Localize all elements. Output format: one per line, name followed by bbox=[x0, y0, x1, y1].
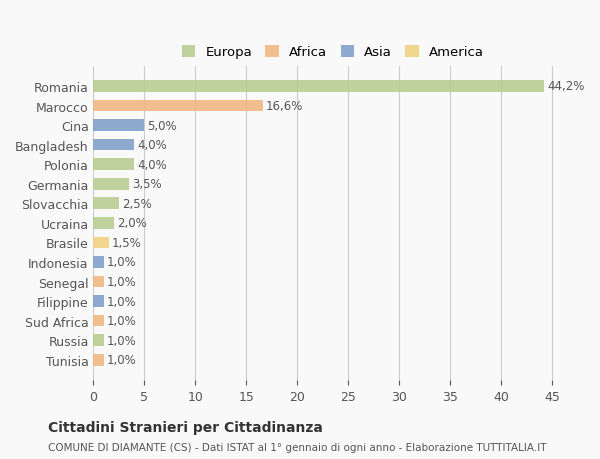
Text: 2,0%: 2,0% bbox=[117, 217, 146, 230]
Bar bbox=[94, 237, 109, 249]
Bar bbox=[94, 120, 145, 132]
Text: 4,0%: 4,0% bbox=[137, 158, 167, 171]
Bar bbox=[94, 198, 119, 210]
Bar bbox=[94, 276, 104, 288]
Bar bbox=[94, 218, 114, 229]
Text: 16,6%: 16,6% bbox=[266, 100, 303, 113]
Text: 1,0%: 1,0% bbox=[107, 314, 136, 327]
Text: 1,0%: 1,0% bbox=[107, 275, 136, 288]
Bar bbox=[94, 179, 129, 190]
Text: 3,5%: 3,5% bbox=[132, 178, 162, 191]
Text: 1,0%: 1,0% bbox=[107, 334, 136, 347]
Text: 5,0%: 5,0% bbox=[148, 119, 177, 132]
Text: 1,0%: 1,0% bbox=[107, 353, 136, 366]
Bar bbox=[94, 81, 544, 93]
Bar bbox=[94, 140, 134, 151]
Text: 1,5%: 1,5% bbox=[112, 236, 142, 249]
Text: 44,2%: 44,2% bbox=[547, 80, 584, 93]
Bar bbox=[94, 257, 104, 268]
Bar bbox=[94, 296, 104, 307]
Bar bbox=[94, 315, 104, 327]
Bar bbox=[94, 159, 134, 171]
Text: COMUNE DI DIAMANTE (CS) - Dati ISTAT al 1° gennaio di ogni anno - Elaborazione T: COMUNE DI DIAMANTE (CS) - Dati ISTAT al … bbox=[48, 442, 547, 452]
Text: 1,0%: 1,0% bbox=[107, 295, 136, 308]
Bar bbox=[94, 101, 263, 112]
Text: Cittadini Stranieri per Cittadinanza: Cittadini Stranieri per Cittadinanza bbox=[48, 420, 323, 434]
Bar bbox=[94, 354, 104, 366]
Bar bbox=[94, 335, 104, 346]
Text: 4,0%: 4,0% bbox=[137, 139, 167, 152]
Legend: Europa, Africa, Asia, America: Europa, Africa, Asia, America bbox=[178, 42, 488, 63]
Text: 1,0%: 1,0% bbox=[107, 256, 136, 269]
Text: 2,5%: 2,5% bbox=[122, 197, 152, 210]
